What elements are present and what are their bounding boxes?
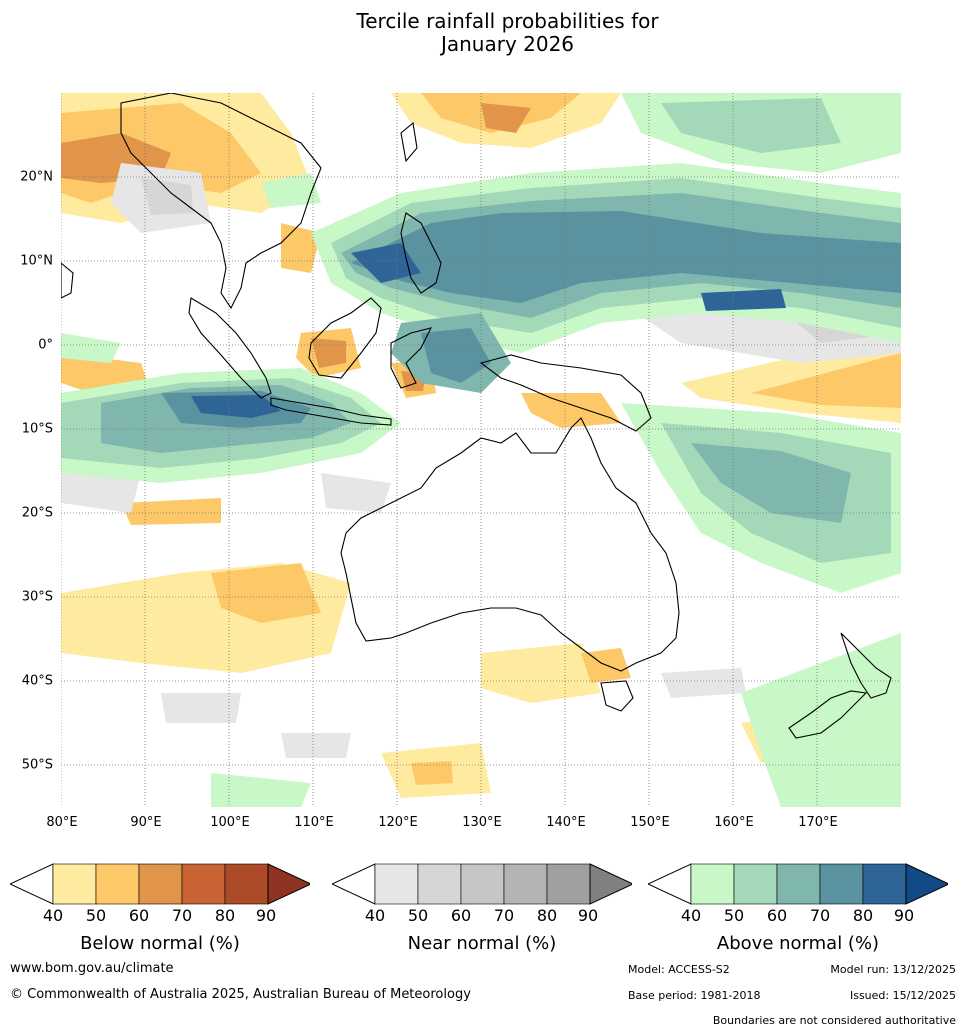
disclaimer-text: Boundaries are not considered authoritat…	[712, 1014, 956, 1027]
colorbar-swatch	[460, 863, 505, 905]
colorbar-swatch	[95, 863, 140, 905]
map-canvas	[61, 93, 901, 807]
cb0-tick-60: 60	[128, 906, 150, 925]
graticule	[61, 93, 901, 807]
model-run-text: Model run: 13/12/2025	[830, 963, 956, 976]
colorbar-swatch	[181, 863, 226, 905]
lon-label-90e: 90°E	[130, 815, 162, 830]
map-title: Tercile rainfall probabilities for Janua…	[0, 10, 965, 56]
lat-label-10s: 10°S	[21, 421, 53, 437]
colorbar-over-triangle	[589, 863, 635, 905]
colorbar-swatch	[546, 863, 591, 905]
colorbar-swatch	[819, 863, 864, 905]
colorbar-swatch	[52, 863, 97, 905]
colorbar-swatch	[776, 863, 821, 905]
copyright-text: © Commonwealth of Australia 2025, Austra…	[10, 987, 471, 1002]
colorbar-under-triangle	[646, 863, 692, 905]
lon-label-110e: 110°E	[294, 815, 334, 830]
colorbar-above-normal-title: Above normal (%)	[716, 933, 880, 954]
lat-label-20s: 20°S	[21, 505, 53, 521]
cb1-tick-90: 90	[577, 906, 599, 925]
cb1-tick-80: 80	[536, 906, 558, 925]
cb1-tick-70: 70	[493, 906, 515, 925]
colorbar-swatch	[374, 863, 419, 905]
colorbar-swatch	[690, 863, 735, 905]
cb0-tick-90: 90	[255, 906, 277, 925]
lon-label-140e: 140°E	[546, 815, 586, 830]
lat-label-20n: 20°N	[20, 169, 53, 185]
lon-label-150e: 150°E	[630, 815, 670, 830]
base-period-text: Base period: 1981-2018	[628, 989, 761, 1002]
lon-label-170e: 170°E	[798, 815, 838, 830]
cb1-tick-60: 60	[450, 906, 472, 925]
cb1-tick-50: 50	[407, 906, 429, 925]
lat-label-10n: 10°N	[20, 253, 53, 269]
title-line-2: January 2026	[440, 32, 575, 56]
rainfall-probability-map	[61, 93, 901, 807]
colorbar-below-normal: 40 50 60 70 80 90 Below normal (%)	[8, 863, 313, 963]
lon-label-100e: 100°E	[210, 815, 250, 830]
model-text: Model: ACCESS-S2	[628, 963, 730, 976]
lat-label-0: 0°	[38, 337, 53, 353]
cb0-tick-70: 70	[171, 906, 193, 925]
cb2-tick-80: 80	[852, 906, 874, 925]
colorbar-swatch	[862, 863, 907, 905]
above-normal-regions	[61, 93, 901, 807]
lon-label-160e: 160°E	[714, 815, 754, 830]
website-link[interactable]: www.bom.gov.au/climate	[10, 961, 174, 976]
cb0-tick-80: 80	[214, 906, 236, 925]
colorbar-near-normal: 40 50 60 70 80 90 Near normal (%)	[330, 863, 635, 963]
lon-label-130e: 130°E	[462, 815, 502, 830]
colorbar-above-normal-swatches	[646, 863, 951, 905]
cb0-tick-50: 50	[85, 906, 107, 925]
lon-label-120e: 120°E	[378, 815, 418, 830]
lon-label-80e: 80°E	[46, 815, 78, 830]
colorbar-swatch	[733, 863, 778, 905]
colorbar-under-triangle	[8, 863, 54, 905]
colorbar-over-triangle	[905, 863, 951, 905]
colorbar-under-triangle	[330, 863, 376, 905]
colorbar-swatch	[503, 863, 548, 905]
colorbar-above-normal: 40 50 60 70 80 90 Above normal (%)	[646, 863, 951, 963]
colorbar-swatch	[224, 863, 269, 905]
cb2-tick-60: 60	[766, 906, 788, 925]
cb2-tick-90: 90	[893, 906, 915, 925]
issued-text: Issued: 15/12/2025	[849, 989, 956, 1002]
colorbar-swatch	[138, 863, 183, 905]
cb1-tick-40: 40	[364, 906, 386, 925]
lat-label-50s: 50°S	[21, 757, 53, 773]
colorbar-near-normal-title: Near normal (%)	[407, 933, 557, 954]
lat-label-30s: 30°S	[21, 589, 53, 605]
colorbar-swatch	[417, 863, 462, 905]
coastlines	[61, 93, 892, 739]
colorbar-below-normal-swatches	[8, 863, 313, 905]
colorbar-below-normal-title: Below normal (%)	[80, 933, 240, 954]
cb0-tick-40: 40	[42, 906, 64, 925]
cb2-tick-70: 70	[809, 906, 831, 925]
colorbar-over-triangle	[267, 863, 313, 905]
lat-label-40s: 40°S	[21, 673, 53, 689]
cb2-tick-40: 40	[680, 906, 702, 925]
title-line-1: Tercile rainfall probabilities for	[356, 9, 659, 33]
colorbar-near-normal-swatches	[330, 863, 635, 905]
cb2-tick-50: 50	[723, 906, 745, 925]
